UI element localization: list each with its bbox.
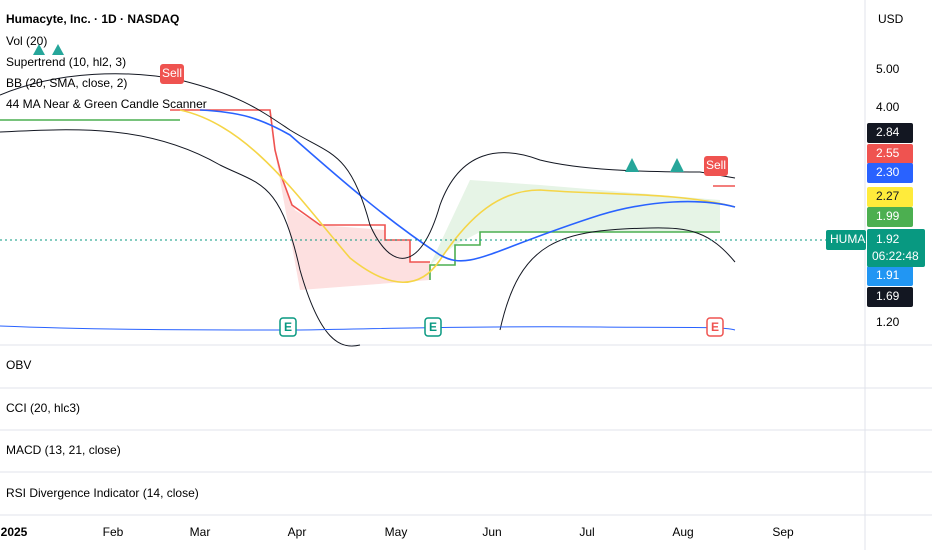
countdown: 06:22:48 <box>872 249 919 263</box>
time-tick: 2025 <box>1 525 28 539</box>
earnings-badge <box>279 317 297 337</box>
pane-label: OBV <box>6 358 31 372</box>
price-tick: 4.00 <box>876 100 900 114</box>
price-label: 1.99 <box>876 209 900 223</box>
time-tick: Jun <box>482 525 501 539</box>
sell-badge <box>704 156 728 176</box>
earnings-label: E <box>711 320 719 334</box>
price-label-bg <box>867 163 913 183</box>
price-label: 2.27 <box>876 189 900 203</box>
sell-label: Sell <box>162 66 182 80</box>
price-tick: 5.00 <box>876 62 900 76</box>
last-price-bg <box>867 229 925 267</box>
last-price: 1.92 <box>876 232 900 246</box>
time-tick: May <box>385 525 408 539</box>
time-tick: Feb <box>103 525 124 539</box>
pane-label: MACD (13, 21, close) <box>6 443 121 457</box>
price-label: 2.55 <box>876 146 900 160</box>
time-tick: Mar <box>190 525 211 539</box>
price-label: 2.30 <box>876 165 900 179</box>
earnings-label: E <box>284 320 292 334</box>
price-label: 1.69 <box>876 289 900 303</box>
time-tick: Sep <box>772 525 794 539</box>
signal-arrows <box>33 44 684 172</box>
earnings-badge <box>706 317 724 337</box>
time-tick: Apr <box>288 525 307 539</box>
indicator-lines <box>0 73 865 347</box>
symbol-title: Humacyte, Inc. · 1D · NASDAQ <box>6 12 179 26</box>
earnings-badge <box>424 317 442 337</box>
sell-badge <box>160 64 184 84</box>
price-label-bg <box>867 123 913 143</box>
price-tick: 1.20 <box>876 315 900 329</box>
indicator-label: Vol (20) <box>6 34 47 48</box>
indicator-label: 44 MA Near & Green Candle Scanner <box>6 97 207 111</box>
pane-label: RSI Divergence Indicator (14, close) <box>6 486 199 500</box>
earnings-label: E <box>429 320 437 334</box>
price-label: 2.84 <box>876 125 900 139</box>
currency: USD <box>878 12 904 26</box>
price-label-bg <box>867 287 913 307</box>
price-label: 1.91 <box>876 268 900 282</box>
symbol-tag-bg <box>826 230 866 250</box>
time-tick: Jul <box>579 525 594 539</box>
price-label-bg <box>867 144 913 164</box>
sell-label: Sell <box>706 158 726 172</box>
price-label-bg <box>867 207 913 227</box>
symbol-tag: HUMA <box>830 232 865 246</box>
indicator-label: Supertrend (10, hl2, 3) <box>6 55 126 69</box>
indicator-label: BB (20, SMA, close, 2) <box>6 76 127 90</box>
pane-label: CCI (20, hlc3) <box>6 401 80 415</box>
price-label-bg <box>867 266 913 286</box>
time-tick: Aug <box>672 525 693 539</box>
price-label-bg <box>867 187 913 207</box>
